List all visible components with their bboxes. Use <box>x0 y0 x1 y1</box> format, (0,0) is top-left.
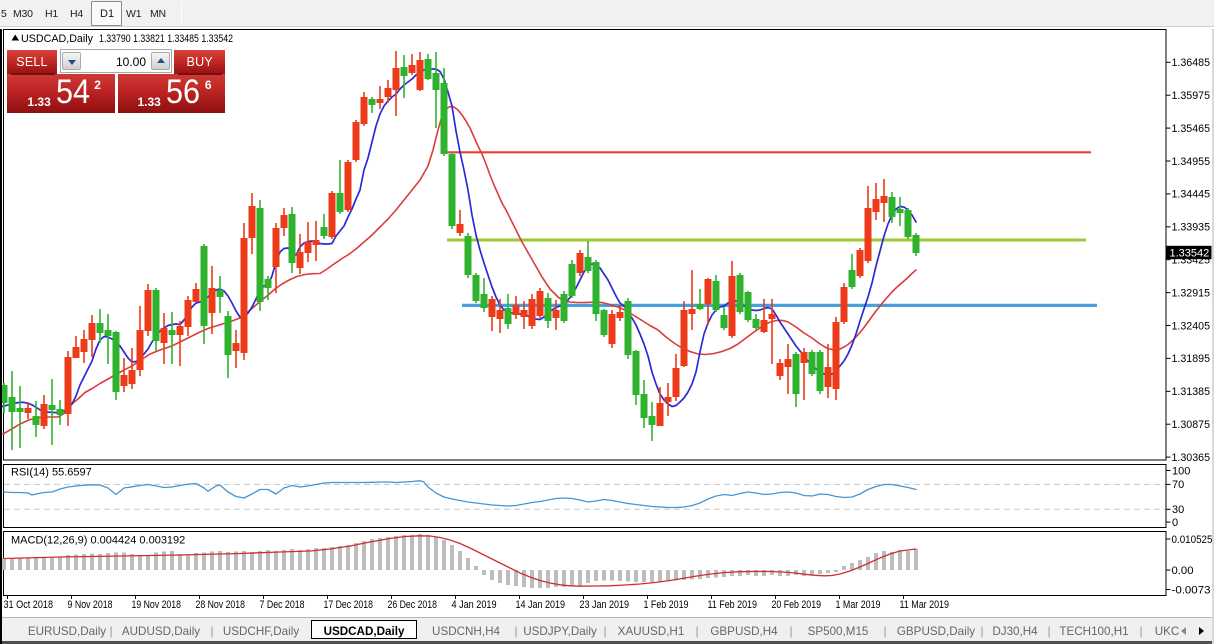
svg-text:28 Nov 2018: 28 Nov 2018 <box>196 599 246 611</box>
svg-text:1.33790 1.33821 1.33485 1.3354: 1.33790 1.33821 1.33485 1.33542 <box>99 33 233 45</box>
svg-text:1.33542: 1.33542 <box>1170 248 1210 260</box>
svg-text:1.36485: 1.36485 <box>1172 57 1211 69</box>
svg-text:26 Dec 2018: 26 Dec 2018 <box>388 599 438 611</box>
svg-text:RSI(14) 55.6597: RSI(14) 55.6597 <box>11 467 92 479</box>
svg-text:0.010525: 0.010525 <box>1172 534 1213 546</box>
svg-text:-0.0073: -0.0073 <box>1172 584 1211 596</box>
svg-text:14 Jan 2019: 14 Jan 2019 <box>516 599 566 611</box>
svg-text:20 Feb 2019: 20 Feb 2019 <box>772 599 822 611</box>
svg-text:1.34445: 1.34445 <box>1172 189 1211 201</box>
svg-text:0.00: 0.00 <box>1172 565 1194 577</box>
svg-text:1.35975: 1.35975 <box>1172 90 1211 102</box>
svg-text:19 Nov 2018: 19 Nov 2018 <box>132 599 182 611</box>
svg-text:7 Dec 2018: 7 Dec 2018 <box>260 599 305 611</box>
svg-text:100: 100 <box>1172 465 1190 477</box>
svg-text:1.35465: 1.35465 <box>1172 123 1211 135</box>
svg-text:11 Feb 2019: 11 Feb 2019 <box>708 599 758 611</box>
svg-text:11 Mar 2019: 11 Mar 2019 <box>900 599 950 611</box>
svg-text:1.31385: 1.31385 <box>1172 386 1211 398</box>
svg-text:MACD(12,26,9) 0.004424 0.00319: MACD(12,26,9) 0.004424 0.003192 <box>11 535 185 547</box>
svg-text:1.30365: 1.30365 <box>1172 452 1211 464</box>
svg-text:1.32405: 1.32405 <box>1172 320 1211 332</box>
svg-text:17 Dec 2018: 17 Dec 2018 <box>324 599 374 611</box>
svg-text:1.34955: 1.34955 <box>1172 156 1211 168</box>
svg-text:30: 30 <box>1172 504 1184 516</box>
svg-text:1 Mar 2019: 1 Mar 2019 <box>836 599 881 611</box>
svg-text:1.32915: 1.32915 <box>1172 287 1211 299</box>
svg-text:9 Nov 2018: 9 Nov 2018 <box>68 599 113 611</box>
svg-text:1 Feb 2019: 1 Feb 2019 <box>644 599 689 611</box>
svg-text:1.33935: 1.33935 <box>1172 222 1211 234</box>
svg-text:USDCAD,Daily: USDCAD,Daily <box>21 33 93 45</box>
svg-text:4 Jan 2019: 4 Jan 2019 <box>452 599 497 611</box>
svg-text:1.31895: 1.31895 <box>1172 353 1211 365</box>
svg-text:23 Jan 2019: 23 Jan 2019 <box>580 599 630 611</box>
svg-text:0: 0 <box>1172 517 1178 529</box>
svg-text:31 Oct 2018: 31 Oct 2018 <box>4 599 54 611</box>
svg-text:1.30875: 1.30875 <box>1172 419 1211 431</box>
svg-text:70: 70 <box>1172 479 1184 491</box>
